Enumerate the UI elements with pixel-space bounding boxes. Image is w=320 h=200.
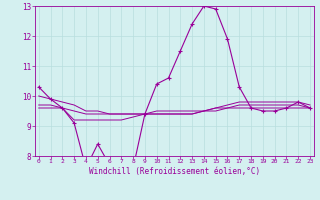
- X-axis label: Windchill (Refroidissement éolien,°C): Windchill (Refroidissement éolien,°C): [89, 167, 260, 176]
